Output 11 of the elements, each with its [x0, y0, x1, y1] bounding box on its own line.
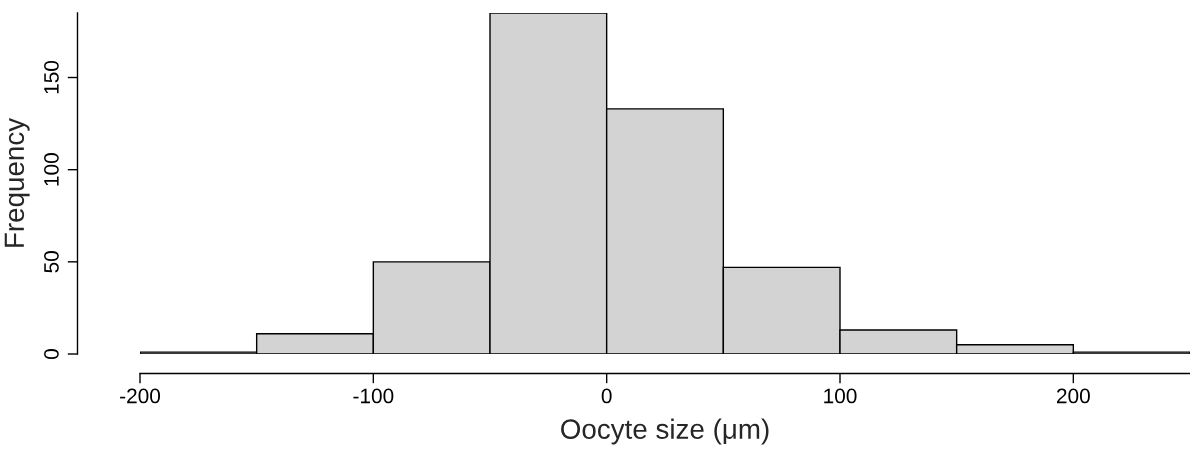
y-tick-label: 100 — [44, 153, 59, 186]
y-tick-label: 50 — [44, 251, 59, 273]
x-tick-label: -200 — [120, 388, 161, 404]
x-tick-label: 200 — [1057, 388, 1090, 404]
x-tick-label: -100 — [353, 388, 394, 404]
y-axis-title: Frequency — [4, 117, 30, 247]
y-tick-label: 0 — [44, 349, 59, 359]
x-axis-title: Oocyte size (μm) — [561, 418, 769, 445]
x-tick-label: 100 — [824, 388, 857, 404]
y-tick-label: 150 — [44, 60, 59, 94]
x-tick-label: 0 — [601, 388, 612, 404]
